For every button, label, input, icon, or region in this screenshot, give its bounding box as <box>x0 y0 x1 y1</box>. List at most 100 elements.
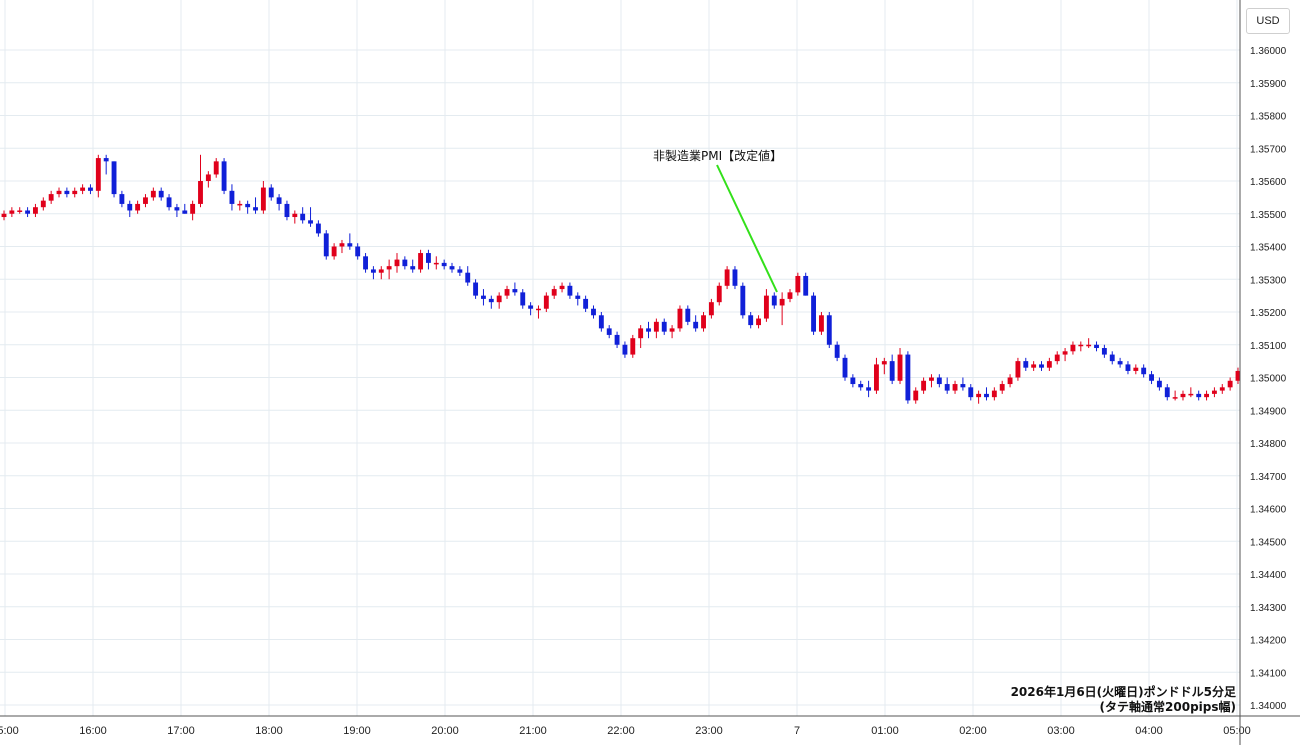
candle <box>818 312 824 335</box>
candle <box>866 380 872 398</box>
candle <box>1133 364 1139 375</box>
candle <box>889 354 895 385</box>
candle <box>276 194 282 211</box>
candle <box>536 305 541 319</box>
candle <box>40 197 46 211</box>
candle-body <box>575 295 581 299</box>
candle <box>245 200 251 214</box>
candle <box>661 318 667 335</box>
x-tick-label: 17:00 <box>167 725 195 737</box>
candle <box>669 325 675 339</box>
candle-body <box>25 210 31 214</box>
candle <box>897 348 903 385</box>
candle-body <box>1039 364 1044 368</box>
candle-body <box>190 203 196 214</box>
candle-body <box>708 302 714 316</box>
candle-body <box>960 384 966 388</box>
candle-body <box>473 282 479 296</box>
candle <box>905 351 911 404</box>
candle <box>779 292 785 326</box>
candle <box>425 249 431 270</box>
candle-body <box>402 259 408 267</box>
candle-body <box>1007 377 1013 385</box>
candle-body <box>268 187 274 198</box>
candle <box>111 161 117 198</box>
candle <box>929 374 934 388</box>
candle-body <box>1062 351 1068 355</box>
candle-body <box>685 308 691 322</box>
candle <box>347 233 353 250</box>
candle <box>363 253 368 273</box>
candle-body <box>410 266 416 270</box>
candle <box>591 305 596 319</box>
candle-body <box>1101 348 1107 355</box>
candle <box>9 207 15 218</box>
candle <box>292 210 298 224</box>
candle <box>441 259 447 270</box>
candle-body <box>551 289 557 296</box>
x-tick-label: 23:00 <box>695 725 723 737</box>
candle-body <box>355 246 361 257</box>
candle <box>1054 351 1060 365</box>
candle-body <box>858 384 864 388</box>
candle-body <box>370 269 376 273</box>
candle-body <box>638 328 644 339</box>
candle-body <box>952 384 958 391</box>
candle-body <box>803 275 809 296</box>
candle <box>1149 370 1154 385</box>
candle <box>1046 357 1052 371</box>
candle-body <box>425 253 431 263</box>
candle-body <box>103 158 109 162</box>
candle-body <box>253 207 258 211</box>
candle <box>826 312 832 349</box>
candle-body <box>1086 344 1092 347</box>
candle-body <box>221 161 227 191</box>
candle-body <box>1117 361 1123 365</box>
candle <box>80 184 86 195</box>
candle-body <box>433 262 439 265</box>
candle <box>756 315 761 329</box>
candle-body <box>158 190 164 198</box>
candle <box>103 154 109 175</box>
y-tick-label: 1.35800 <box>1250 112 1287 123</box>
candle <box>803 272 809 296</box>
candle-body <box>488 298 494 303</box>
y-tick-label: 1.34400 <box>1250 570 1287 581</box>
candle-body <box>308 220 313 224</box>
candle <box>127 200 133 218</box>
currency-selector[interactable]: USD <box>1246 8 1290 34</box>
candle-body <box>795 275 801 293</box>
candle-body <box>630 338 636 355</box>
candle-body <box>1172 397 1178 399</box>
candle-body <box>174 207 180 211</box>
candle-body <box>999 384 1005 391</box>
candle <box>394 253 400 273</box>
candle-body <box>17 210 23 212</box>
candle-body <box>771 295 777 306</box>
candle-body <box>1211 390 1217 394</box>
candle-body <box>598 315 604 329</box>
x-tick-label: 16:00 <box>79 725 107 737</box>
candle <box>1204 390 1209 401</box>
candle <box>315 220 321 237</box>
candle-body <box>9 210 15 214</box>
candle <box>488 295 494 309</box>
candle-body <box>150 190 156 198</box>
y-tick-label: 1.34000 <box>1250 701 1287 712</box>
x-tick-label: 02:00 <box>959 725 987 737</box>
candle-body <box>323 233 329 257</box>
x-tick-label: 01:00 <box>871 725 899 737</box>
candle <box>1219 384 1225 394</box>
candle <box>339 239 345 254</box>
candle-body <box>1109 354 1115 362</box>
candle <box>646 321 651 339</box>
candle <box>143 194 148 208</box>
candle-body <box>1164 387 1170 398</box>
candle-body <box>866 387 872 391</box>
candle-body <box>339 243 345 247</box>
candle <box>701 312 706 332</box>
candle-body <box>1094 344 1099 349</box>
candle-body <box>559 285 565 290</box>
candle-body <box>653 321 659 332</box>
candle <box>952 380 958 394</box>
